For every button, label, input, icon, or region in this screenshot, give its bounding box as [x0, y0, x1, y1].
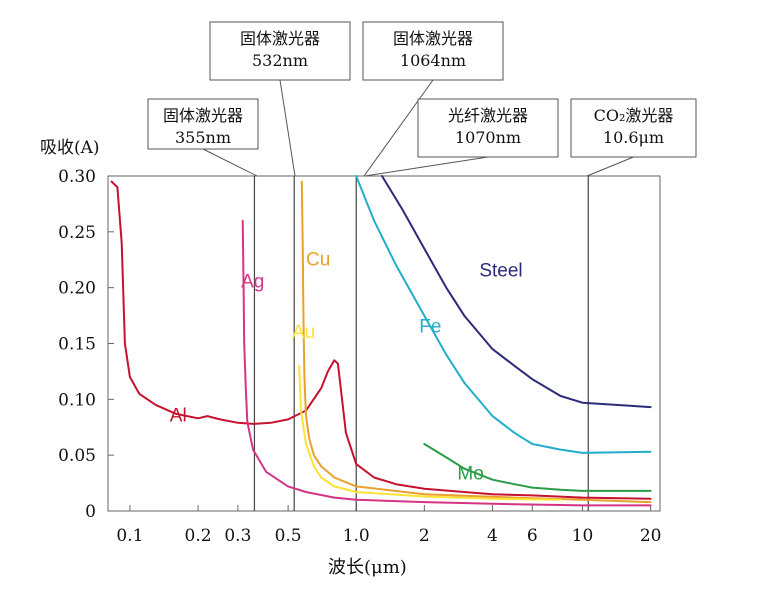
laser-annotation: 固体激光器 532nm — [209, 21, 351, 177]
y-tick-label: 0.30 — [58, 167, 96, 187]
laser-annotation: 光纤激光器 1070nm — [364, 98, 559, 177]
x-tick-label: 2 — [419, 526, 430, 546]
x-tick-label: 0.3 — [224, 526, 251, 546]
x-tick-label: 0.2 — [185, 526, 212, 546]
series-label-al: Al — [170, 406, 187, 427]
laser-annotations: 固体激光器 355nm 固体激光器 532nm 固体激光器 1064nm 光纤激光器 1070… — [147, 21, 697, 177]
x-tick-label: 0.5 — [275, 526, 302, 546]
annotation-wavelength: 532nm — [252, 51, 308, 70]
x-axis-label: 波长(μm) — [328, 557, 407, 578]
y-tick-label: 0.15 — [58, 335, 96, 355]
annotation-wavelength: 10.6μm — [603, 128, 664, 147]
series-line-ag — [241, 219, 652, 507]
annotation-title: 固体激光器 — [163, 106, 243, 125]
laser-annotation: 固体激光器 1064nm — [362, 21, 504, 177]
laser-wavelength-lines — [253, 176, 589, 511]
laser-annotation: CO₂激光器 10.6μm — [570, 98, 697, 177]
annotation-title: 固体激光器 — [393, 29, 473, 48]
y-tick-label: 0.25 — [58, 223, 96, 243]
y-tick-label: 0.10 — [58, 390, 96, 410]
y-axis-label: 吸收(A) — [40, 138, 100, 158]
x-ticks: 0.1 0.2 0.3 0.5 1.0 2 4 6 10 20 — [116, 505, 661, 546]
annotation-wavelength: 1070nm — [455, 128, 521, 147]
annotation-leader — [586, 156, 634, 177]
series-line-fe — [355, 175, 652, 454]
plot-frame — [107, 175, 661, 512]
annotation-wavelength: 1064nm — [400, 51, 466, 70]
annotation-leader — [279, 79, 296, 177]
x-tick-label: 6 — [527, 526, 538, 546]
annotation-leader — [363, 79, 434, 177]
annotation-box — [570, 98, 697, 158]
series-label-mo: Mo — [457, 464, 483, 485]
annotation-wavelength: 355nm — [175, 128, 231, 147]
y-tick-label: 0.20 — [58, 279, 96, 299]
annotation-leader — [364, 156, 489, 177]
x-tick-label: 1.0 — [343, 526, 370, 546]
annotation-box — [209, 21, 351, 81]
annotation-box — [362, 21, 504, 81]
series-label-cu: Cu — [306, 249, 330, 270]
annotation-box — [417, 98, 559, 158]
series-label-ag: Ag — [241, 272, 264, 293]
laser-annotation: 固体激光器 355nm — [147, 98, 259, 177]
series-label-fe: Fe — [419, 316, 441, 337]
x-tick-label: 20 — [640, 526, 662, 546]
series-line-au — [298, 364, 562, 501]
annotation-box — [147, 98, 259, 150]
annotation-leader — [202, 148, 258, 177]
series-line-cu — [300, 180, 652, 504]
annotation-title: 固体激光器 — [240, 29, 320, 48]
y-ticks: 0 0.05 0.10 0.15 0.20 0.25 0.30 — [58, 167, 114, 522]
y-tick-label: 0 — [85, 502, 96, 522]
x-tick-label: 0.1 — [116, 526, 143, 546]
series-lines — [110, 175, 652, 507]
annotation-title: 光纤激光器 — [448, 106, 528, 125]
series-line-steel — [381, 175, 652, 409]
series-label-steel: Steel — [479, 261, 522, 282]
x-tick-label: 10 — [572, 526, 594, 546]
series-labels: Al Ag Cu Au Fe Steel Mo — [170, 249, 523, 484]
annotation-title: CO₂激光器 — [594, 106, 674, 125]
y-tick-label: 0.05 — [58, 446, 96, 466]
x-tick-label: 4 — [487, 526, 498, 546]
series-label-au: Au — [292, 322, 315, 343]
series-line-mo — [423, 443, 652, 492]
